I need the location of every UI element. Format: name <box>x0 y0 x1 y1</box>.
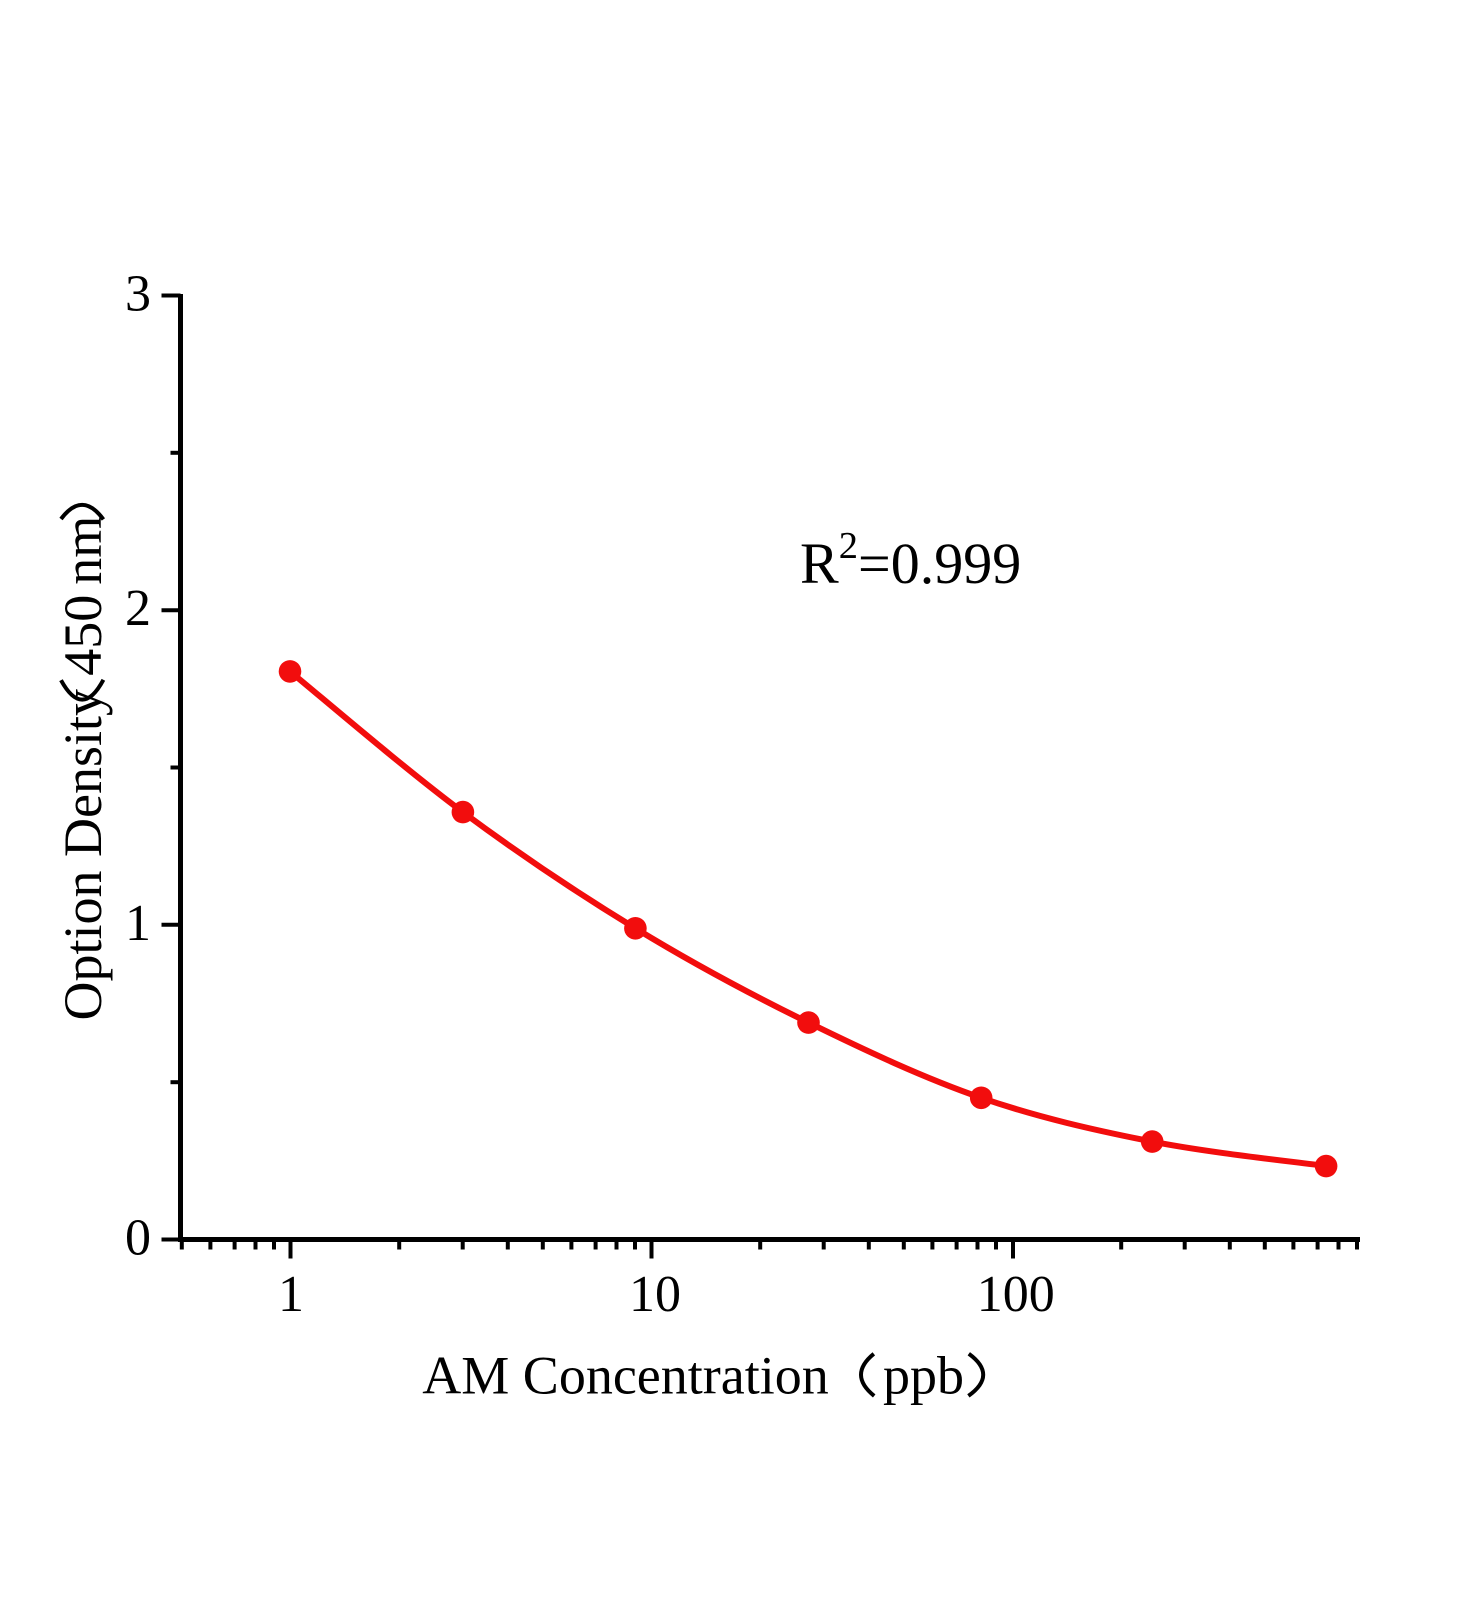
svg-text:2: 2 <box>125 580 151 637</box>
svg-text:100: 100 <box>977 1266 1055 1323</box>
svg-text:1: 1 <box>278 1266 304 1323</box>
svg-text:1: 1 <box>125 895 151 952</box>
svg-text:10: 10 <box>629 1266 681 1323</box>
svg-text:2: 2 <box>839 525 858 567</box>
svg-text:0: 0 <box>125 1210 151 1267</box>
svg-text:AM Concentration: AM Concentration <box>422 1346 828 1406</box>
svg-text:450: 450 <box>53 595 113 676</box>
svg-text:3: 3 <box>125 266 151 323</box>
svg-text:=0.999: =0.999 <box>858 531 1021 596</box>
svg-text:ppb: ppb <box>883 1346 964 1406</box>
svg-text:nm: nm <box>53 516 113 585</box>
svg-text:Option Density: Option Density <box>53 689 113 1021</box>
svg-text:R: R <box>800 531 839 596</box>
